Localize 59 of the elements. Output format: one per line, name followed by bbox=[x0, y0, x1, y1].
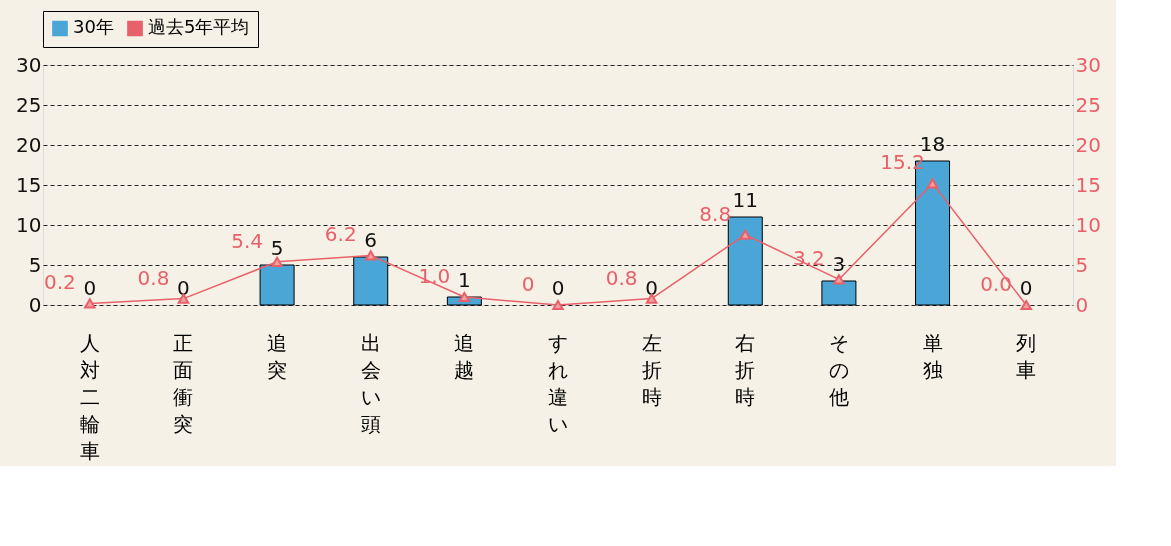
data-label: 6 bbox=[364, 228, 378, 252]
point bbox=[739, 229, 752, 240]
y2-tick-label: 15 bbox=[1075, 172, 1101, 197]
y2-tick-label: 0 bbox=[1075, 292, 1089, 317]
y2-tick-label: 25 bbox=[1075, 92, 1101, 117]
x-tick-label: 右折時 bbox=[735, 330, 756, 409]
y-tick-label: 10 bbox=[16, 212, 42, 237]
point bbox=[364, 250, 377, 261]
y-tick-label: 5 bbox=[28, 252, 42, 277]
x-tick-label: 左折時 bbox=[641, 330, 662, 409]
legend-label: 過去5年平均 bbox=[148, 16, 250, 38]
data-label: 1 bbox=[458, 268, 471, 292]
point bbox=[833, 274, 845, 285]
bar bbox=[821, 280, 857, 306]
y2-tick-label: 20 bbox=[1075, 132, 1101, 157]
data-label: 0 bbox=[177, 276, 190, 300]
x-tick-label: 追突 bbox=[267, 330, 288, 382]
data-label: 8.8 bbox=[699, 201, 732, 226]
data-label: 3.2 bbox=[793, 246, 825, 271]
x-tick-label: その他 bbox=[828, 330, 849, 409]
x-tick-label: すれ違い bbox=[548, 330, 568, 436]
x-tick-label: 出会い頭 bbox=[360, 330, 381, 436]
x-tick-label: 正面衝突 bbox=[173, 330, 194, 436]
data-label: 11 bbox=[732, 188, 758, 212]
bar bbox=[353, 256, 389, 306]
data-label: 0 bbox=[521, 272, 535, 296]
data-label: 0.8 bbox=[137, 265, 170, 290]
point bbox=[926, 178, 939, 189]
data-label: 6.2 bbox=[324, 222, 357, 247]
data-label: 1.0 bbox=[418, 264, 451, 288]
data-label: 0 bbox=[1019, 276, 1033, 300]
data-label: 5.4 bbox=[231, 228, 263, 253]
data-label: 0 bbox=[83, 276, 97, 300]
point bbox=[1020, 299, 1032, 311]
data-label: 0 bbox=[645, 276, 658, 300]
y-tick-label: 25 bbox=[16, 92, 42, 117]
y-tick-label: 0 bbox=[28, 292, 42, 317]
data-label: 0.0 bbox=[980, 272, 1013, 296]
point bbox=[271, 256, 283, 267]
point bbox=[458, 291, 471, 303]
x-tick-label: 単独 bbox=[922, 330, 943, 382]
data-label: 0.8 bbox=[605, 265, 638, 290]
data-label: 5 bbox=[270, 236, 284, 260]
data-label: 0 bbox=[551, 276, 565, 300]
y2-tick-label: 10 bbox=[1075, 212, 1101, 237]
y-tick-label: 30 bbox=[16, 52, 42, 77]
legend-label: 30年 bbox=[73, 16, 114, 38]
data-label: 3 bbox=[832, 252, 846, 276]
point bbox=[84, 298, 96, 309]
y-tick-label: 20 bbox=[16, 132, 42, 157]
y2-tick-label: 5 bbox=[1075, 252, 1089, 277]
y-tick-label: 15 bbox=[16, 172, 42, 197]
x-tick-label: 追越 bbox=[454, 330, 475, 382]
bar bbox=[259, 264, 295, 306]
data-label: 0.2 bbox=[43, 270, 76, 295]
x-tick-label: 列車 bbox=[1016, 330, 1037, 382]
y2-tick-label: 30 bbox=[1075, 52, 1101, 77]
x-tick-label: 人対二輪車 bbox=[79, 330, 100, 463]
point bbox=[552, 299, 564, 311]
